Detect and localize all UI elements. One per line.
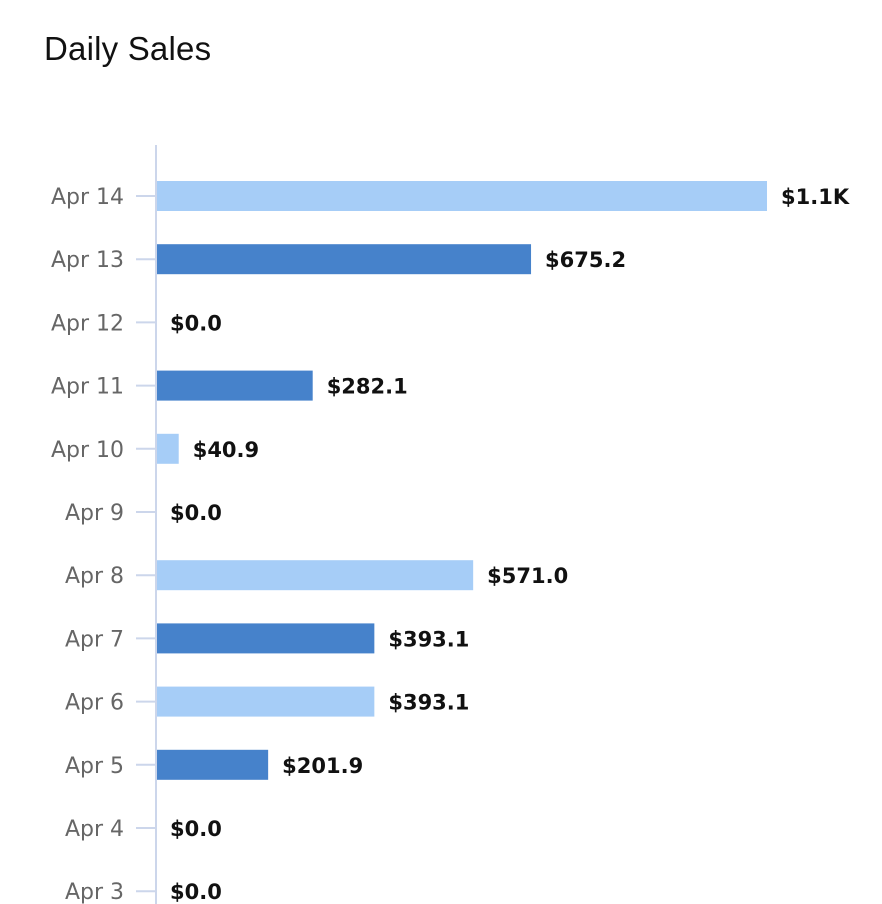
y-axis-label: Apr 8 — [65, 564, 124, 589]
data-label: $0.0 — [170, 311, 222, 335]
y-axis-label: Apr 13 — [51, 248, 124, 273]
bar — [156, 433, 179, 464]
data-label: $0.0 — [170, 880, 222, 904]
y-axis-label: Apr 12 — [51, 311, 124, 336]
data-labels: $1.1K $675.2 $0.0 $282.1 $40.9 $0.0 $571.0 $393… — [170, 185, 850, 904]
y-axis-label: Apr 10 — [51, 438, 124, 463]
data-label: $393.1 — [388, 627, 469, 651]
y-axis-label: Apr 14 — [51, 185, 124, 210]
y-axis-label: Apr 11 — [51, 375, 124, 400]
chart-title: Daily Sales — [44, 30, 212, 67]
bar — [156, 181, 767, 211]
y-axis-label: Apr 7 — [65, 627, 124, 652]
bar — [156, 749, 269, 780]
data-label: $0.0 — [170, 817, 222, 841]
data-label: $0.0 — [170, 501, 222, 525]
data-label: $571.0 — [487, 564, 568, 588]
bars — [156, 181, 767, 780]
bar — [156, 244, 532, 275]
y-axis-labels: Apr 14 Apr 13 Apr 12 Apr 11 Apr 10 Apr 9 Apr 8… — [51, 185, 124, 904]
bar — [156, 370, 313, 401]
y-axis-label: Apr 9 — [65, 501, 124, 526]
y-axis-ticks — [136, 195, 156, 893]
bar — [156, 686, 375, 717]
data-label: $675.2 — [545, 248, 626, 272]
bar — [156, 623, 375, 654]
y-axis-label: Apr 4 — [65, 817, 124, 842]
y-axis-label: Apr 6 — [65, 691, 124, 716]
y-axis-label: Apr 5 — [65, 754, 124, 779]
data-label: $282.1 — [327, 375, 408, 399]
data-label: $393.1 — [388, 691, 469, 715]
bar — [156, 560, 474, 591]
data-label: $40.9 — [193, 438, 259, 462]
data-label: $201.9 — [282, 754, 363, 778]
data-label: $1.1K — [781, 185, 850, 209]
y-axis-label: Apr 3 — [65, 880, 124, 904]
